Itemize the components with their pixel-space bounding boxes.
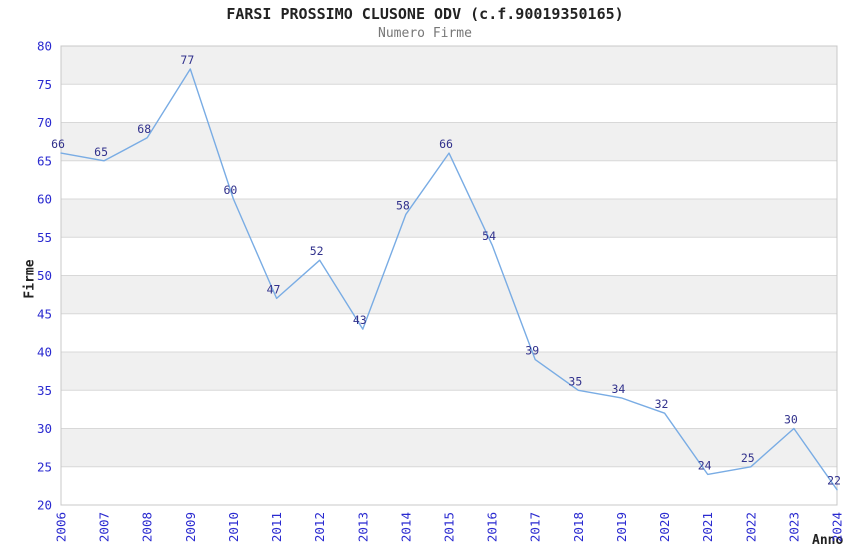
y-tick-label: 35 — [37, 383, 52, 398]
value-label: 77 — [180, 53, 194, 67]
data-line — [60, 68, 838, 491]
y-tick-label: 80 — [37, 39, 52, 54]
chart-title: FARSI PROSSIMO CLUSONE ODV (c.f.90019350… — [226, 5, 624, 23]
value-label: 24 — [698, 458, 712, 472]
x-tick-label: 2017 — [528, 512, 543, 542]
value-label: 47 — [267, 282, 281, 296]
value-label: 65 — [94, 145, 108, 159]
value-label: 52 — [310, 244, 324, 258]
x-tick-label: 2016 — [485, 512, 500, 542]
y-tick-label: 25 — [37, 459, 52, 474]
x-tick-label: 2006 — [54, 512, 69, 542]
value-label: 32 — [655, 397, 669, 411]
x-tick-label: 2007 — [97, 512, 112, 542]
value-label: 43 — [353, 313, 367, 327]
value-label: 34 — [612, 382, 626, 396]
y-grid — [61, 83, 837, 468]
y-tick-label: 55 — [37, 230, 52, 245]
value-label: 66 — [51, 137, 65, 151]
value-label: 22 — [827, 474, 841, 488]
x-tick-label: 2021 — [700, 512, 715, 542]
y-tick-label: 20 — [37, 498, 52, 513]
y-tick-label: 60 — [37, 192, 52, 207]
x-tick-label: 2008 — [140, 512, 155, 542]
band — [61, 428, 837, 467]
value-label: 39 — [525, 344, 539, 358]
plot-border — [60, 45, 838, 506]
x-tick-label: 2011 — [269, 512, 284, 542]
x-tick-label: 2024 — [830, 512, 845, 542]
x-tick-label: 2013 — [355, 512, 370, 542]
x-tick-label: 2010 — [226, 512, 241, 542]
value-label: 54 — [482, 229, 496, 243]
band — [61, 46, 837, 85]
y-tick-label: 30 — [37, 421, 52, 436]
value-label: 68 — [137, 122, 151, 136]
x-axis-title: Anno — [812, 533, 844, 548]
x-tick-label: 2020 — [657, 512, 672, 542]
x-tick-label: 2014 — [398, 512, 413, 542]
x-tick-label: 2023 — [786, 512, 801, 542]
value-labels: 66 65 68 77 60 47 52 43 58 66 54 39 35 34 32 24 25 30 22 — [51, 53, 841, 488]
x-tick-label: 2019 — [614, 512, 629, 542]
value-label: 30 — [784, 413, 798, 427]
y-tick-labels: 20 25 30 35 40 45 50 55 60 65 70 75 80 — [37, 39, 52, 513]
chart-subtitle: Numero Firme — [378, 26, 472, 41]
y-tick-label: 70 — [37, 115, 52, 130]
value-label: 60 — [224, 183, 238, 197]
y-tick-label: 75 — [37, 77, 52, 92]
y-tick-label: 40 — [37, 345, 52, 360]
value-label: 25 — [741, 451, 755, 465]
x-tick-label: 2018 — [571, 512, 586, 542]
x-tick-label: 2012 — [312, 512, 327, 542]
value-label: 35 — [568, 374, 582, 388]
y-tick-label: 65 — [37, 153, 52, 168]
value-label: 58 — [396, 198, 410, 212]
band — [61, 199, 837, 238]
y-tick-label: 45 — [37, 306, 52, 321]
x-tick-labels: 2006 2007 2008 2009 2010 2011 2012 2013 2014 2015… — [54, 512, 845, 542]
x-tick-label: 2009 — [183, 512, 198, 542]
band — [61, 275, 837, 314]
value-label: 66 — [439, 137, 453, 151]
y-tick-label: 50 — [37, 268, 52, 283]
x-tick-label: 2022 — [743, 512, 758, 542]
band — [61, 352, 837, 391]
x-tick-label: 2015 — [442, 512, 457, 542]
